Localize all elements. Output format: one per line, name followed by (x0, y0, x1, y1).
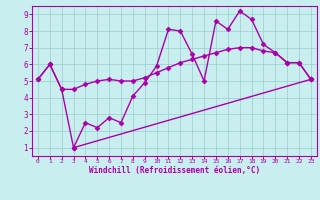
X-axis label: Windchill (Refroidissement éolien,°C): Windchill (Refroidissement éolien,°C) (89, 166, 260, 175)
